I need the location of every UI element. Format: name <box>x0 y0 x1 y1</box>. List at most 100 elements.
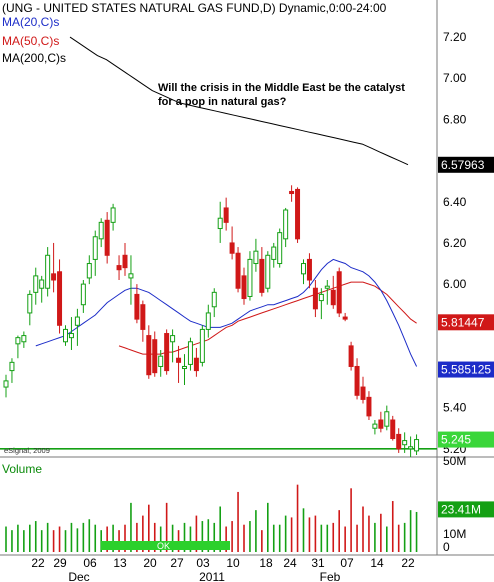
candlestick <box>116 255 122 280</box>
candlestick <box>110 203 116 231</box>
candlestick <box>134 284 140 324</box>
candle-body <box>205 312 211 330</box>
candle-body <box>193 357 199 372</box>
candle-body <box>98 221 104 240</box>
month-label: 2011 <box>199 570 225 582</box>
candlestick <box>158 350 164 377</box>
candlestick <box>128 255 134 305</box>
price-tick-label: 6.40 <box>443 195 467 209</box>
candlestick <box>187 337 193 371</box>
candle-body <box>277 232 283 265</box>
ma20-legend-label: MA(20,C)s <box>2 15 59 29</box>
candlestick <box>3 374 9 398</box>
candle-body <box>306 258 312 281</box>
candlestick <box>277 228 283 268</box>
candle-body <box>182 365 187 370</box>
candlestick <box>51 242 57 293</box>
candlestick <box>39 275 45 303</box>
candle-body <box>199 328 205 363</box>
candlestick <box>271 242 277 268</box>
candlestick <box>223 197 229 231</box>
candle-body <box>378 419 384 429</box>
candlestick <box>211 288 217 318</box>
candlestick <box>80 280 86 313</box>
candle-body <box>366 396 372 417</box>
candle-body <box>396 433 402 450</box>
date-tick-label: 29 <box>53 556 67 570</box>
candlestick <box>9 358 15 383</box>
price-tick-label: 6.20 <box>443 236 467 250</box>
candle-body <box>217 217 223 230</box>
candlestick <box>265 251 271 293</box>
candlestick <box>372 420 378 435</box>
candlestick <box>289 185 295 202</box>
date-tick-label: 22 <box>401 556 415 570</box>
candlestick <box>27 290 33 326</box>
candlestick <box>92 230 98 276</box>
candle-body <box>241 275 247 300</box>
candlestick <box>396 428 402 453</box>
volume-value-tag-text: 23.41M <box>441 502 481 516</box>
value-tag-layer: 6.57963 5.81447 5.585125 5.245 23.41M <box>438 156 494 518</box>
volume-value-tag <box>438 501 494 518</box>
candlestick <box>205 304 211 338</box>
candlestick <box>348 341 354 371</box>
candle-body <box>390 419 396 440</box>
candle-body <box>283 209 289 240</box>
price-value-tag <box>438 314 494 331</box>
candlestick <box>253 238 259 272</box>
candle-body <box>289 190 295 195</box>
candle-body <box>402 440 408 446</box>
ma200-legend-label: MA(200,C)s <box>2 51 66 65</box>
candle-body <box>92 236 98 260</box>
candle-body <box>164 333 170 372</box>
price-tick-label: 7.00 <box>443 71 467 85</box>
price-value-tag <box>438 156 494 173</box>
candle-body <box>27 293 33 314</box>
candlestick <box>354 358 360 400</box>
candlestick <box>57 259 63 334</box>
chart-annotation: Will the crisis in the Middle East be th… <box>158 82 405 108</box>
date-tick-label: 20 <box>143 556 157 570</box>
candle-body <box>330 289 336 306</box>
candlestick <box>414 434 420 455</box>
candle-body <box>134 293 140 320</box>
candlestick <box>193 347 199 377</box>
candle-body <box>354 365 360 396</box>
candle-body <box>146 335 152 376</box>
candlestick <box>146 325 152 379</box>
candlestick <box>366 391 372 420</box>
candlestick <box>235 247 241 293</box>
candlestick <box>63 325 68 346</box>
candle-body <box>253 250 259 265</box>
candlestick <box>306 253 312 289</box>
candle-body <box>86 263 92 279</box>
date-tick-label: 10 <box>226 556 240 570</box>
date-tick-label: 22 <box>31 556 45 570</box>
candle-body <box>122 254 128 269</box>
candle-body <box>39 279 45 289</box>
candle-body <box>235 252 241 289</box>
volume-tick-label: 0 <box>443 540 450 554</box>
candlestick <box>390 415 396 441</box>
candlestick <box>152 331 158 377</box>
candlestick <box>408 436 414 458</box>
candlestick <box>324 280 330 305</box>
price-value-tag <box>438 361 494 378</box>
candle-body <box>360 386 366 400</box>
ma50-legend-label: MA(50,C)s <box>2 34 59 48</box>
date-tick-label: 27 <box>170 556 184 570</box>
candlestick <box>384 405 390 431</box>
candle-body <box>104 219 110 256</box>
volume-tick-label: 10M <box>443 527 466 541</box>
candle-body <box>176 357 182 363</box>
candlestick <box>336 267 342 318</box>
price-tick-label: 6.00 <box>443 277 467 291</box>
price-tick-label: 7.20 <box>443 30 467 44</box>
candlestick <box>170 329 176 363</box>
candle-body <box>80 283 86 306</box>
candlestick <box>164 329 170 375</box>
candle-body <box>140 304 146 330</box>
date-tick-label: 14 <box>370 556 384 570</box>
